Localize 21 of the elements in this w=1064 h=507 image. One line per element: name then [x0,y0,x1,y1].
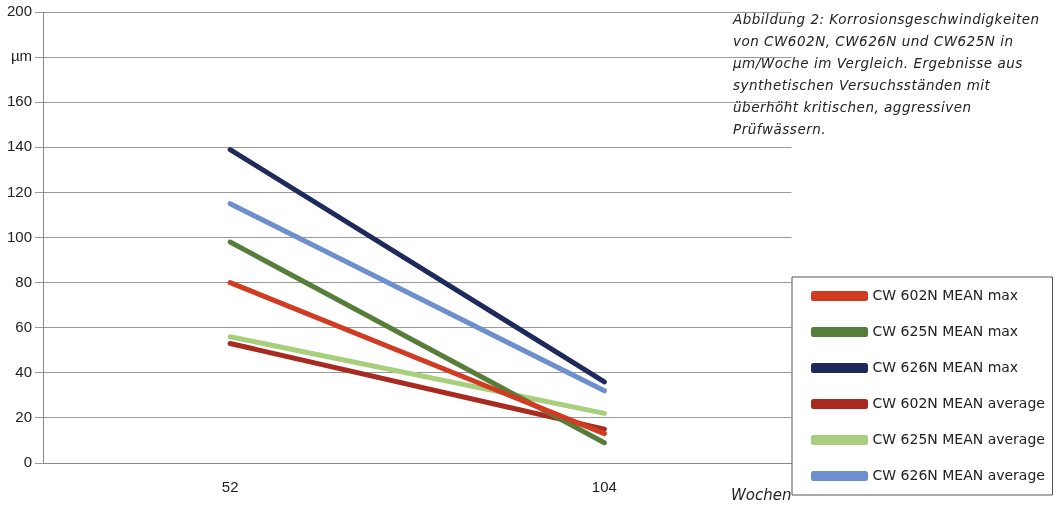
legend-label: CW 602N MEAN average [872,394,1045,411]
y-tick-label: 60 [15,317,33,335]
y-tick-label: 80 [15,272,33,290]
x-tick-label: 104 [591,478,617,496]
legend-label: CW 626N MEAN average [872,466,1045,483]
legend-label: CW 625N MEAN average [872,430,1045,447]
y-tick-label: µm [10,47,33,65]
x-tick-label: 52 [221,478,239,496]
text: Abbildung 2: Korrosionsgeschwindigkeiten von CW602N, CW626N und CW625N in µm/Woche im Vergleich. Ergebnisse aus synthetischen Versuchsständen mit überhöht kritischen, aggressiven Prüfwässern. [733,10,1041,139]
legend-label: CW 602N MEAN max [872,286,1019,303]
y-tick-label: 100 [7,227,33,245]
y-tick-label: 0 [23,453,33,471]
y-tick-label: 160 [7,92,33,110]
x-axis-title: Wochen [731,485,792,504]
y-tick-label: 20 [15,408,33,426]
legend-label: CW 625N MEAN max [872,322,1019,339]
y-tick-label: 40 [15,362,33,380]
y-tick-label: 200 [7,2,33,20]
y-tick-label: 140 [7,137,33,155]
y-tick-label: 120 [7,182,33,200]
legend-label: CW 626N MEAN max [872,358,1019,375]
